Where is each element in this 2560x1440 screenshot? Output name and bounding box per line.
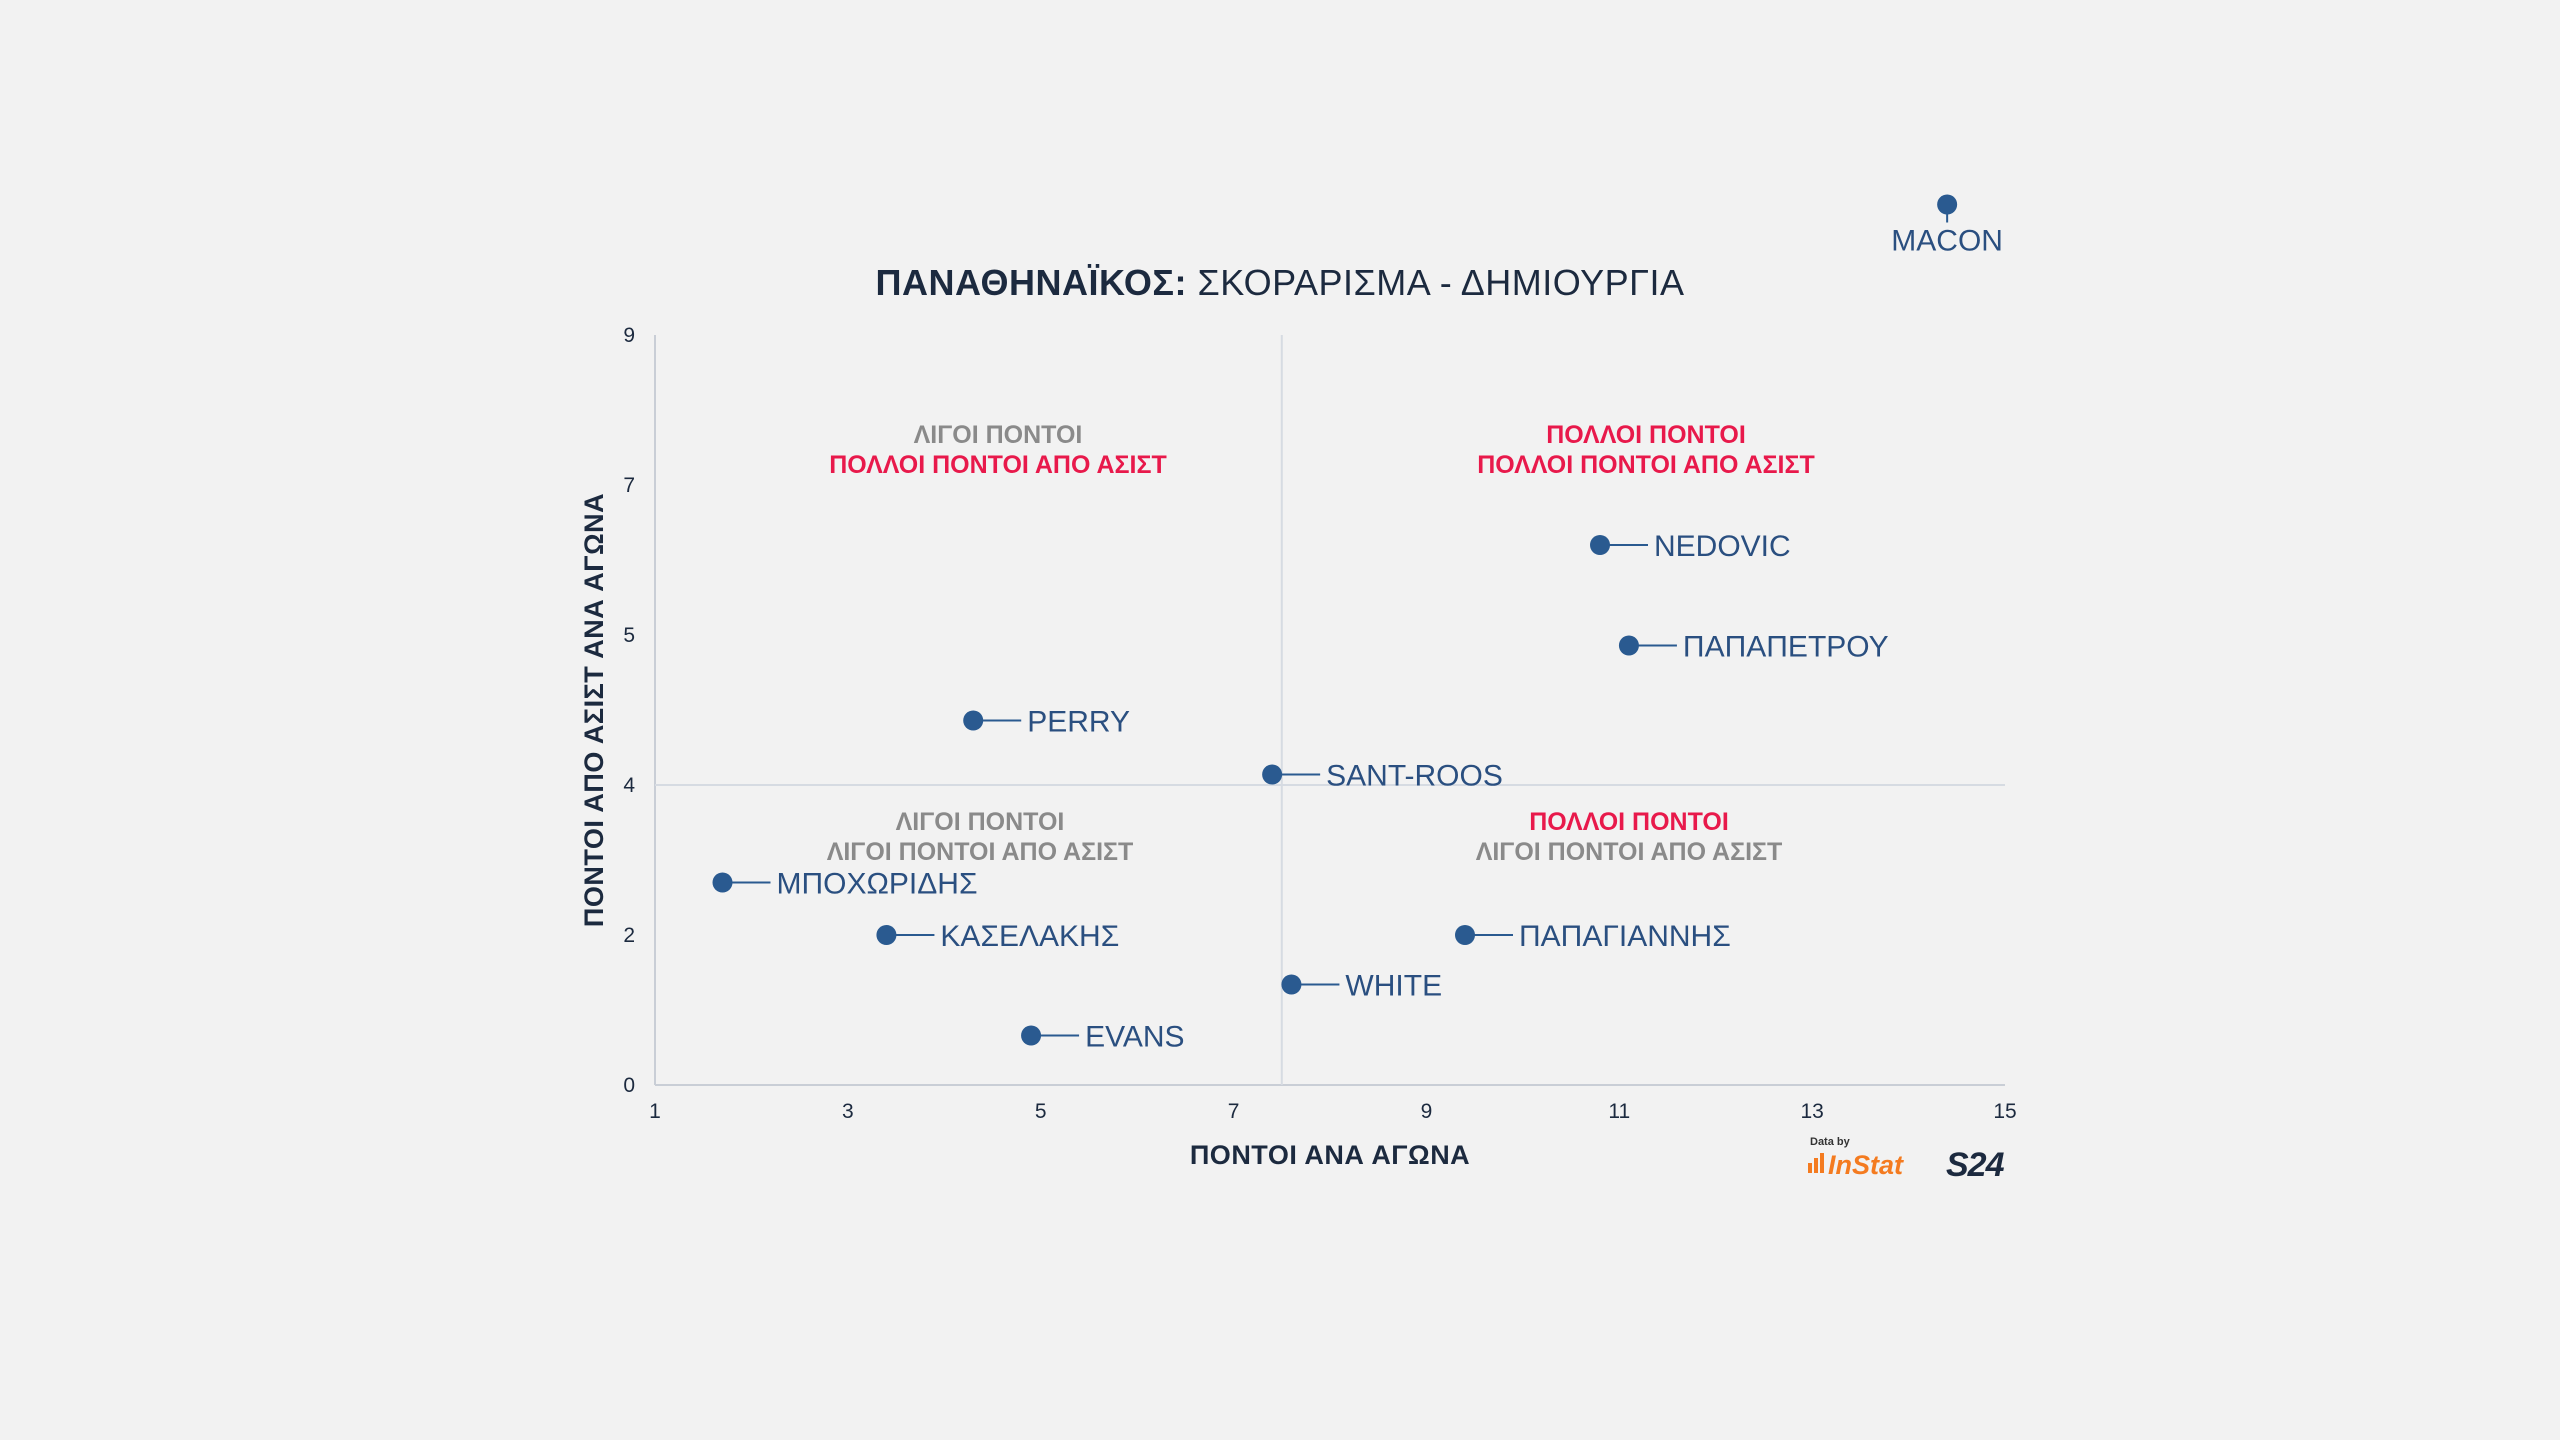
quadrant-bottom-right: ΠΟΛΛΟΙ ΠΟΝΤΟΙ ΛΙΓΟΙ ΠΟΝΤΟΙ ΑΠΟ ΑΣΙΣΤ (1476, 808, 1783, 866)
data-point[interactable]: MACON (1891, 194, 2003, 258)
quadrant-top-left-line1: ΛΙΓΟΙ ΠΟΝΤΟΙ (914, 421, 1083, 449)
quadrant-top-right-line1: ΠΟΛΛΟΙ ΠΟΝΤΟΙ (1546, 421, 1746, 449)
x-tick-label: 5 (1035, 1100, 1047, 1123)
quadrant-bottom-right-line2: ΛΙΓΟΙ ΠΟΝΤΟΙ ΑΠΟ ΑΣΙΣΤ (1476, 838, 1783, 866)
chart-title: ΠΑΝΑΘΗΝΑΪΚΟΣ: ΣΚΟΡΑΡΙΣΜΑ - ΔΗΜΙΟΥΡΓΙΑ (875, 262, 1684, 303)
data-point-label: ΜΠΟΧΩΡΙΔΗΣ (777, 868, 978, 901)
x-tick-label: 7 (1228, 1100, 1240, 1123)
y-axis-title: ΠΟΝΤΟΙ ΑΠΟ ΑΣΙΣΤ ΑΝΑ ΑΓΩΝΑ (579, 493, 609, 927)
quadrant-top-right: ΠΟΛΛΟΙ ΠΟΝΤΟΙ ΠΟΛΛΟΙ ΠΟΝΤΟΙ ΑΠΟ ΑΣΙΣΤ (1477, 421, 1814, 479)
data-point-marker[interactable] (963, 710, 984, 731)
data-point[interactable]: ΚΑΣΕΛΑΚΗΣ (876, 920, 1119, 953)
quadrant-bottom-left-line2: ΛΙΓΟΙ ΠΟΝΤΟΙ ΑΠΟ ΑΣΙΣΤ (827, 838, 1134, 866)
data-point-label: MACON (1891, 225, 2003, 258)
chart-title-subject: ΣΚΟΡΑΡΙΣΜΑ - ΔΗΜΙΟΥΡΓΙΑ (1187, 262, 1685, 303)
data-point[interactable]: NEDOVIC (1590, 530, 1791, 563)
data-point-marker[interactable] (712, 872, 733, 893)
data-point-label: PERRY (1027, 706, 1130, 739)
data-point[interactable]: ΠΑΠΑΓΙΑΝΝΗΣ (1455, 920, 1731, 953)
branding: Data by InStat S24 (1808, 1136, 2006, 1184)
data-point-marker[interactable] (1281, 974, 1302, 995)
data-point[interactable]: EVANS (1021, 1021, 1185, 1054)
x-axis-ticks: 1 3 5 7 9 11 13 15 (649, 1100, 2017, 1123)
data-point[interactable]: ΜΠΟΧΩΡΙΔΗΣ (712, 868, 978, 901)
chart-title-team: ΠΑΝΑΘΗΝΑΪΚΟΣ: (875, 262, 1186, 303)
s24-logo: S24 (1946, 1146, 2005, 1184)
y-tick-label: 7 (623, 474, 635, 497)
y-tick-label: 0 (623, 1074, 635, 1097)
quadrant-bottom-left: ΛΙΓΟΙ ΠΟΝΤΟΙ ΛΙΓΟΙ ΠΟΝΤΟΙ ΑΠΟ ΑΣΙΣΤ (827, 808, 1134, 866)
data-point-label: ΠΑΠΑΓΙΑΝΝΗΣ (1519, 920, 1731, 953)
data-by-label: Data by (1810, 1136, 1851, 1148)
data-point-label: WHITE (1345, 970, 1442, 1003)
data-point-label: NEDOVIC (1654, 530, 1791, 563)
quadrant-top-left: ΛΙΓΟΙ ΠΟΝΤΟΙ ΠΟΛΛΟΙ ΠΟΝΤΟΙ ΑΠΟ ΑΣΙΣΤ (829, 421, 1166, 479)
quadrant-top-left-line2: ΠΟΛΛΟΙ ΠΟΝΤΟΙ ΑΠΟ ΑΣΙΣΤ (829, 451, 1166, 479)
data-point-marker[interactable] (1937, 194, 1958, 215)
data-point-marker[interactable] (1021, 1025, 1042, 1046)
data-point[interactable]: PERRY (963, 706, 1130, 739)
data-point-marker[interactable] (1262, 764, 1283, 785)
data-points: MACON NEDOVIC ΠΑΠΑΠΕΤΡΟΥ PERRY SANT-ROOS ΜΠΟΧ… (712, 194, 2003, 1054)
data-point-marker[interactable] (1590, 535, 1610, 555)
data-point-marker[interactable] (876, 925, 897, 945)
quadrant-top-right-line2: ΠΟΛΛΟΙ ΠΟΝΤΟΙ ΑΠΟ ΑΣΙΣΤ (1477, 451, 1814, 479)
quadrant-bottom-left-line1: ΛΙΓΟΙ ΠΟΝΤΟΙ (896, 808, 1065, 836)
data-point[interactable]: SANT-ROOS (1262, 760, 1503, 793)
data-point[interactable]: WHITE (1281, 970, 1442, 1003)
x-tick-label: 1 (649, 1100, 661, 1123)
instat-logo-text: InStat (1828, 1150, 1904, 1180)
y-tick-label: 5 (623, 624, 635, 647)
x-tick-label: 11 (1608, 1100, 1630, 1123)
y-tick-label: 9 (623, 324, 635, 347)
data-point-label: ΚΑΣΕΛΑΚΗΣ (940, 920, 1119, 953)
data-point-label: SANT-ROOS (1326, 760, 1503, 793)
x-tick-label: 13 (1800, 1100, 1823, 1123)
data-point[interactable]: ΠΑΠΑΠΕΤΡΟΥ (1618, 631, 1889, 664)
y-tick-label: 4 (623, 774, 635, 797)
y-axis-ticks: 0 2 4 5 7 9 (623, 324, 635, 1097)
y-tick-label: 2 (623, 924, 635, 947)
x-tick-label: 9 (1421, 1100, 1433, 1123)
quadrant-bottom-right-line1: ΠΟΛΛΟΙ ΠΟΝΤΟΙ (1529, 808, 1729, 836)
data-point-label: EVANS (1085, 1021, 1184, 1054)
data-point-marker[interactable] (1455, 925, 1475, 945)
instat-logo: InStat (1808, 1150, 1904, 1180)
x-tick-label: 3 (842, 1100, 854, 1123)
x-axis-title: ΠΟΝΤΟΙ ΑΝΑ ΑΓΩΝΑ (1190, 1140, 1470, 1170)
data-point-marker[interactable] (1618, 635, 1639, 656)
data-point-label: ΠΑΠΑΠΕΤΡΟΥ (1683, 631, 1889, 664)
x-tick-label: 15 (1993, 1100, 2016, 1123)
